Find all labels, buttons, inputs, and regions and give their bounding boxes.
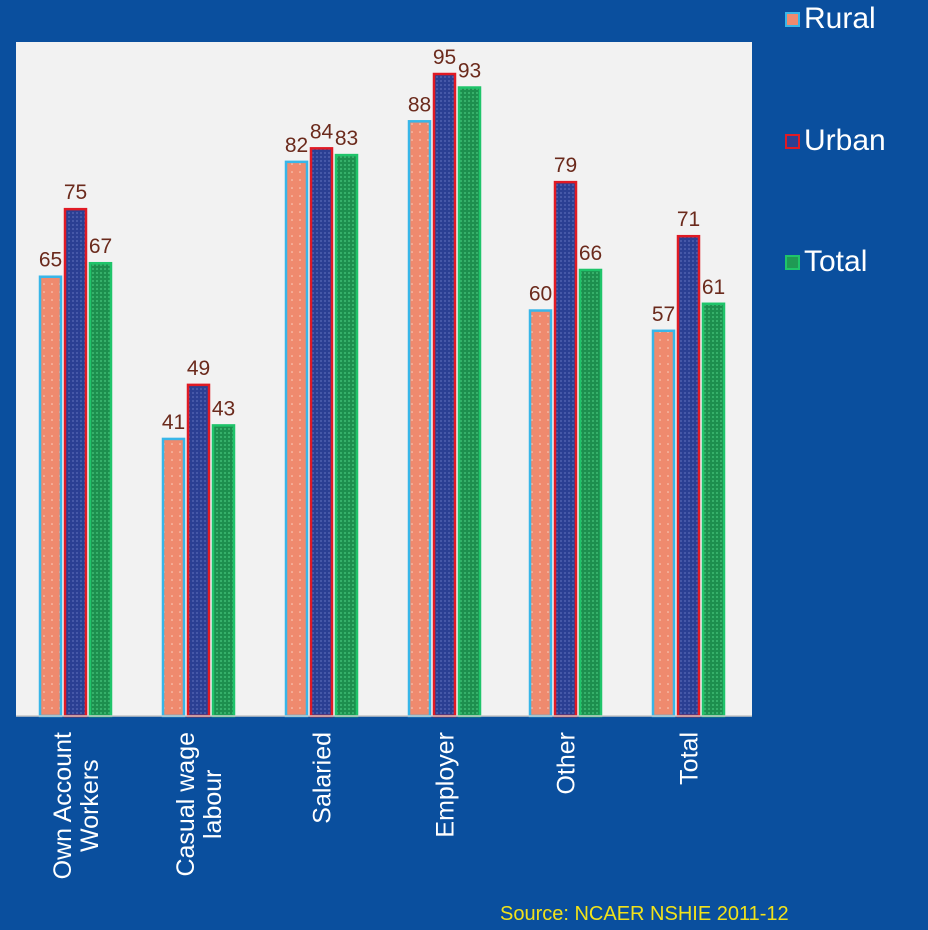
legend-label-total: Total (804, 245, 868, 278)
bar-urban-2 (309, 147, 334, 718)
source-note: Source: NCAER NSHIE 2011-12 (500, 903, 789, 925)
bar-total-4 (578, 268, 603, 718)
legend-label-urban: Urban (804, 124, 886, 157)
bar-urban-5 (676, 234, 701, 718)
value-label-total-2: 83 (335, 127, 358, 150)
category-label-4: Other (553, 732, 581, 795)
bar-total-3 (457, 86, 482, 718)
category-label-3: Employer (432, 732, 460, 838)
category-label-0: Own AccountWorkers (49, 732, 104, 879)
value-label-urban-4: 79 (554, 154, 577, 177)
legend-item-rural: Rural (785, 2, 876, 36)
category-label-group-4: Other (553, 732, 581, 795)
bar-rural-3 (407, 120, 432, 718)
bar-urban-0 (63, 207, 88, 718)
value-label-rural-3: 88 (408, 93, 431, 116)
value-label-rural-2: 82 (285, 134, 308, 157)
bar-urban-3 (432, 72, 457, 718)
value-label-urban-3: 95 (433, 46, 456, 69)
bar-total-2 (334, 153, 359, 718)
value-label-rural-1: 41 (162, 411, 185, 434)
value-label-total-4: 66 (579, 242, 602, 265)
value-label-rural-0: 65 (39, 249, 62, 272)
value-label-total-0: 67 (89, 235, 112, 258)
value-label-rural-5: 57 (652, 303, 675, 326)
bar-total-5 (701, 302, 726, 718)
bar-rural-0 (38, 275, 63, 718)
value-label-urban-5: 71 (677, 208, 700, 231)
category-label-group-3: Employer (432, 732, 460, 838)
value-label-urban-0: 75 (64, 181, 87, 204)
value-label-urban-1: 49 (187, 357, 210, 380)
value-label-total-1: 43 (212, 397, 235, 420)
legend-label-rural: Rural (804, 2, 876, 35)
category-label-group-5: Total (676, 732, 704, 785)
category-label-1: Casual wagelabour (172, 732, 227, 877)
category-label-group-0: Own AccountWorkers (49, 732, 104, 879)
category-label-2: Salaried (309, 732, 337, 824)
legend-item-total: Total (785, 245, 867, 279)
bar-total-0 (88, 261, 113, 718)
category-tick-labels: Own AccountWorkers Casual wagelabour Salar… (49, 732, 704, 879)
category-label-group-1: Casual wagelabour (172, 732, 227, 877)
bar-rural-5 (651, 329, 676, 718)
plot-area (16, 42, 752, 716)
bar-rural-1 (161, 437, 186, 718)
bar-rural-2 (284, 160, 309, 718)
legend-swatch-urban (785, 133, 800, 149)
bar-urban-1 (186, 383, 211, 718)
category-label-5: Total (676, 732, 704, 785)
legend-swatch-rural (785, 11, 800, 27)
bar-rural-4 (528, 309, 553, 718)
category-label-group-2: Salaried (309, 732, 337, 824)
value-label-rural-4: 60 (529, 283, 552, 306)
legend-item-urban: Urban (785, 124, 886, 158)
value-label-total-3: 93 (458, 60, 481, 83)
bar-total-1 (211, 424, 236, 718)
value-label-urban-2: 84 (310, 120, 334, 143)
legend-swatch-total (785, 254, 800, 270)
bar-urban-4 (553, 180, 578, 718)
value-label-total-5: 61 (702, 276, 725, 299)
